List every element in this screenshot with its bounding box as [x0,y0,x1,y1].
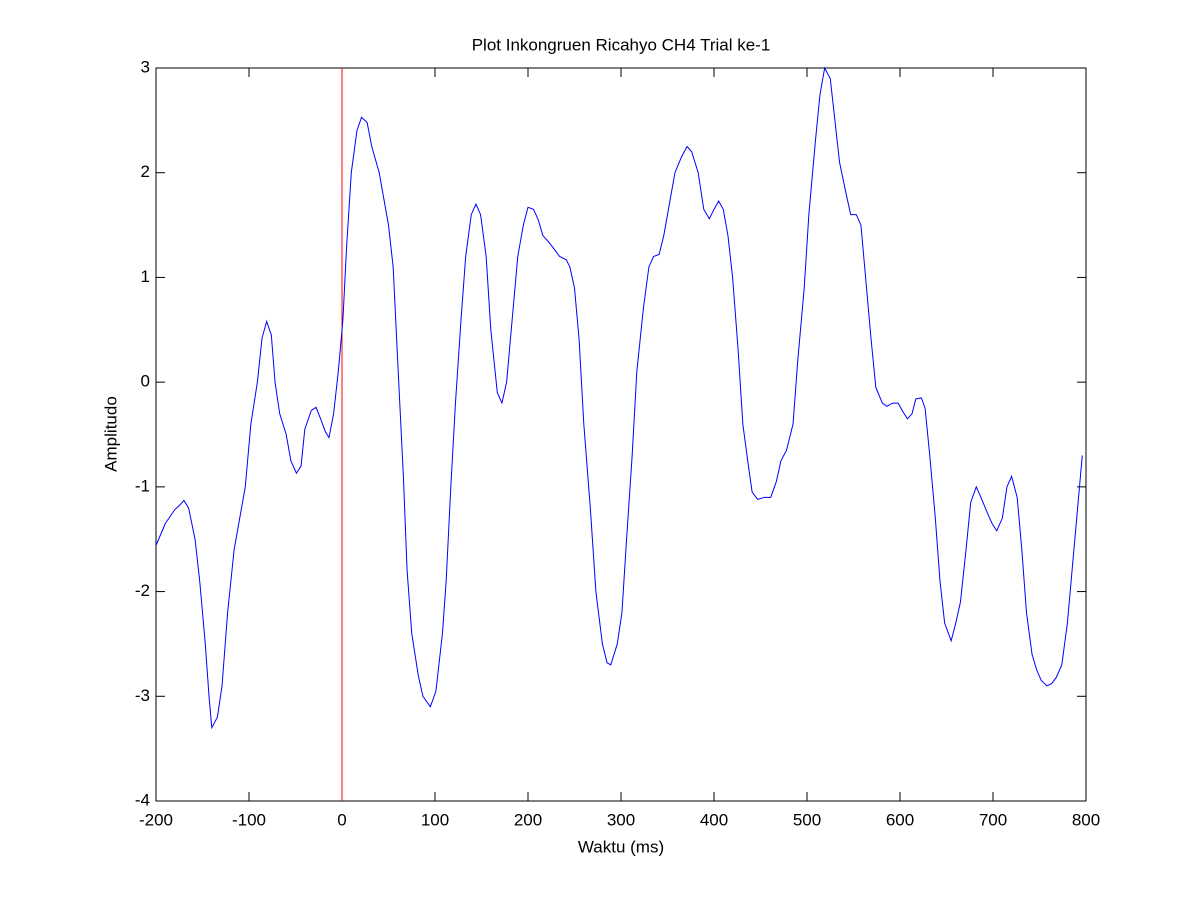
y-tick-label: -1 [135,476,150,495]
x-tick-label: 800 [1072,810,1100,829]
y-tick-label: -4 [135,790,150,809]
x-tick-label: 100 [421,810,449,829]
x-tick-label: 0 [337,810,346,829]
y-tick-label: 2 [141,162,150,181]
x-tick-label: 300 [607,810,635,829]
x-tick-label: -100 [232,810,266,829]
y-axis-label: Amplitudo [101,396,120,472]
y-tick-label: -3 [135,686,150,705]
x-tick-label: -200 [139,810,173,829]
x-tick-label: 500 [793,810,821,829]
data-line [155,66,1083,730]
x-tick-label: 400 [700,810,728,829]
x-tick-label: 200 [514,810,542,829]
x-axis-label: Waktu (ms) [578,837,664,856]
y-tick-label: 3 [141,57,150,76]
y-tick-label: 1 [141,267,150,286]
y-tick-label: -2 [135,581,150,600]
x-tick-label: 600 [886,810,914,829]
chart-title: Plot Inkongruen Ricahyo CH4 Trial ke-1 [472,35,771,54]
plot-area [155,67,1087,802]
y-tick-label: 0 [141,372,150,391]
x-tick-label: 700 [979,810,1007,829]
